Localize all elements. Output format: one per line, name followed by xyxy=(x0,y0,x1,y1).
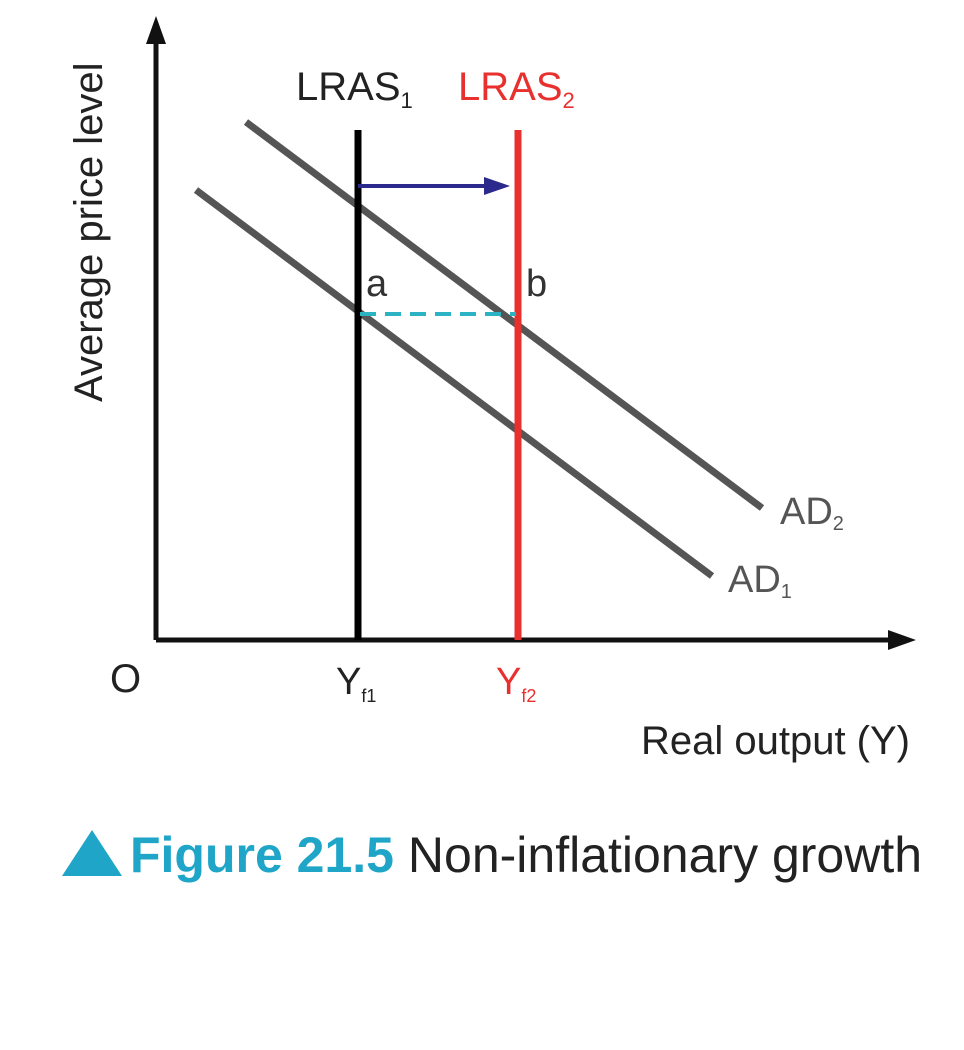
x-axis-label: Real output (Y) xyxy=(641,719,910,763)
figure-number: Figure 21.5 xyxy=(130,827,394,883)
ad1-label: AD1 xyxy=(728,559,792,603)
y-axis-label: Average price level xyxy=(67,63,111,402)
figure-title: Non-inflationary growth xyxy=(407,827,923,883)
lras1-label: LRAS1 xyxy=(296,65,413,113)
ad2-label: AD2 xyxy=(780,491,844,535)
triangle-up-icon xyxy=(62,830,122,876)
ad1-curve xyxy=(193,187,715,579)
ad2-curve xyxy=(243,119,765,511)
lras-shift-arrowhead xyxy=(484,177,510,195)
y-axis-arrowhead xyxy=(146,16,166,44)
point-a-label: a xyxy=(366,263,388,305)
yf2-label: Yf2 xyxy=(496,661,536,706)
figure-caption: Figure 21.5 Non-inflationary growth xyxy=(62,818,942,892)
lras2-label: LRAS2 xyxy=(458,65,575,113)
origin-label: O xyxy=(110,657,141,701)
point-b-label: b xyxy=(526,263,547,305)
x-axis-arrowhead xyxy=(888,630,916,650)
yf1-label: Yf1 xyxy=(336,661,376,706)
